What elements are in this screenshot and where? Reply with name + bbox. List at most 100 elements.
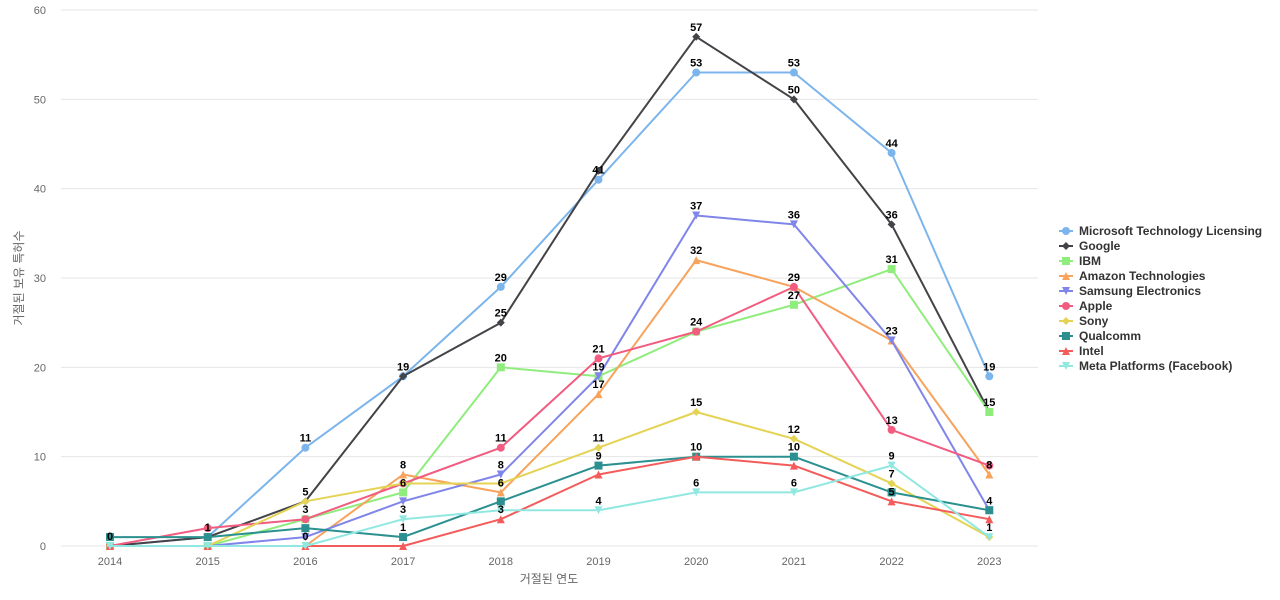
data-point [496,488,505,497]
legend-label[interactable]: Qualcomm [1079,329,1141,343]
x-tick-label: 2017 [391,556,415,568]
data-label: 50 [788,84,800,96]
y-tick-label: 0 [40,541,46,553]
data-label: 24 [690,317,703,329]
legend-item[interactable]: Sony [1059,314,1109,328]
data-point [985,470,994,479]
data-point [789,282,798,291]
series-4 [106,211,994,550]
data-label: 10 [788,442,800,454]
legend-item[interactable]: Apple [1059,299,1113,313]
x-tick-label: 2018 [489,556,513,568]
data-point [692,488,701,497]
x-tick-label: 2016 [293,556,317,568]
data-label: 9 [595,451,601,463]
legend-label[interactable]: IBM [1079,254,1101,268]
data-point [887,336,896,345]
data-label: 41 [592,165,604,177]
legend-item[interactable]: IBM [1059,254,1101,268]
data-label: 11 [593,433,605,445]
data-label: 8 [400,460,406,472]
series-line [110,455,990,539]
series-line [110,214,991,547]
legend-label[interactable]: Apple [1079,299,1113,313]
series-9 [106,461,994,550]
legend-item[interactable]: Intel [1059,344,1104,358]
data-point [399,533,408,542]
legend-item[interactable]: Microsoft Technology Licensing [1059,224,1262,238]
data-label: 53 [788,58,800,70]
legend-marker [1062,362,1070,370]
data-label: 19 [397,361,409,373]
data-point [496,497,505,506]
data-point [399,372,408,381]
series-line [110,411,990,547]
data-point [594,506,603,515]
data-point [789,95,798,104]
data-point [203,533,212,542]
data-point [692,32,701,41]
data-point [594,443,603,452]
data-point [496,479,505,488]
data-point [301,542,310,550]
data-point [887,497,896,506]
series-8 [106,452,994,550]
data-label: 37 [690,200,702,212]
series-0 [106,68,994,550]
legend-item[interactable]: Qualcomm [1059,329,1141,343]
y-tick-label: 10 [34,452,46,464]
legend-label[interactable]: Google [1079,239,1121,253]
legend-label[interactable]: Samsung Electronics [1079,284,1201,298]
legend-label[interactable]: Sony [1079,314,1109,328]
data-point [789,461,798,470]
data-point [301,443,310,452]
data-point [985,515,994,524]
data-point [203,524,212,533]
data-label: 5 [302,486,308,498]
data-point [887,220,896,229]
x-tick-label: 2020 [684,556,708,568]
data-point [594,166,603,175]
legend-item[interactable]: Meta Platforms (Facebook) [1059,359,1232,373]
data-label: 6 [498,477,504,489]
legend-marker [1062,272,1070,280]
x-tick-label: 2019 [586,556,610,568]
data-label: 57 [690,22,702,34]
legend-marker [1062,242,1070,250]
data-point [985,372,994,381]
data-label: 9 [889,451,895,463]
data-point [985,461,994,470]
data-point [692,327,701,336]
data-label: 27 [788,290,800,302]
data-point [692,68,701,77]
legend-label[interactable]: Microsoft Technology Licensing [1079,224,1262,238]
data-label: 1 [400,522,406,534]
y-axis-title: 거절된 보유 특허수 [12,231,26,326]
data-point [789,452,798,461]
data-label: 1 [205,522,211,534]
data-point [789,300,798,309]
data-point [399,515,408,524]
legend-item[interactable]: Amazon Technologies [1059,269,1206,283]
legend-item[interactable]: Samsung Electronics [1059,284,1201,298]
data-point [301,524,310,533]
data-point [106,542,114,550]
x-tick-label: 2015 [195,556,219,568]
legend-label[interactable]: Intel [1079,344,1104,358]
legend-label[interactable]: Meta Platforms (Facebook) [1079,359,1232,373]
data-point [789,434,798,443]
legend-item[interactable]: Google [1059,239,1121,253]
data-point [692,211,701,220]
data-label: 23 [885,326,897,338]
legend-marker [1062,347,1070,355]
data-point [106,533,114,542]
data-point [399,470,408,479]
data-point [594,461,603,470]
data-point [887,488,896,497]
data-label: 4 [595,495,602,507]
legend-label[interactable]: Amazon Technologies [1079,269,1206,283]
legend-marker [1062,302,1070,310]
legend-marker [1062,332,1070,340]
legend-marker [1062,227,1070,235]
